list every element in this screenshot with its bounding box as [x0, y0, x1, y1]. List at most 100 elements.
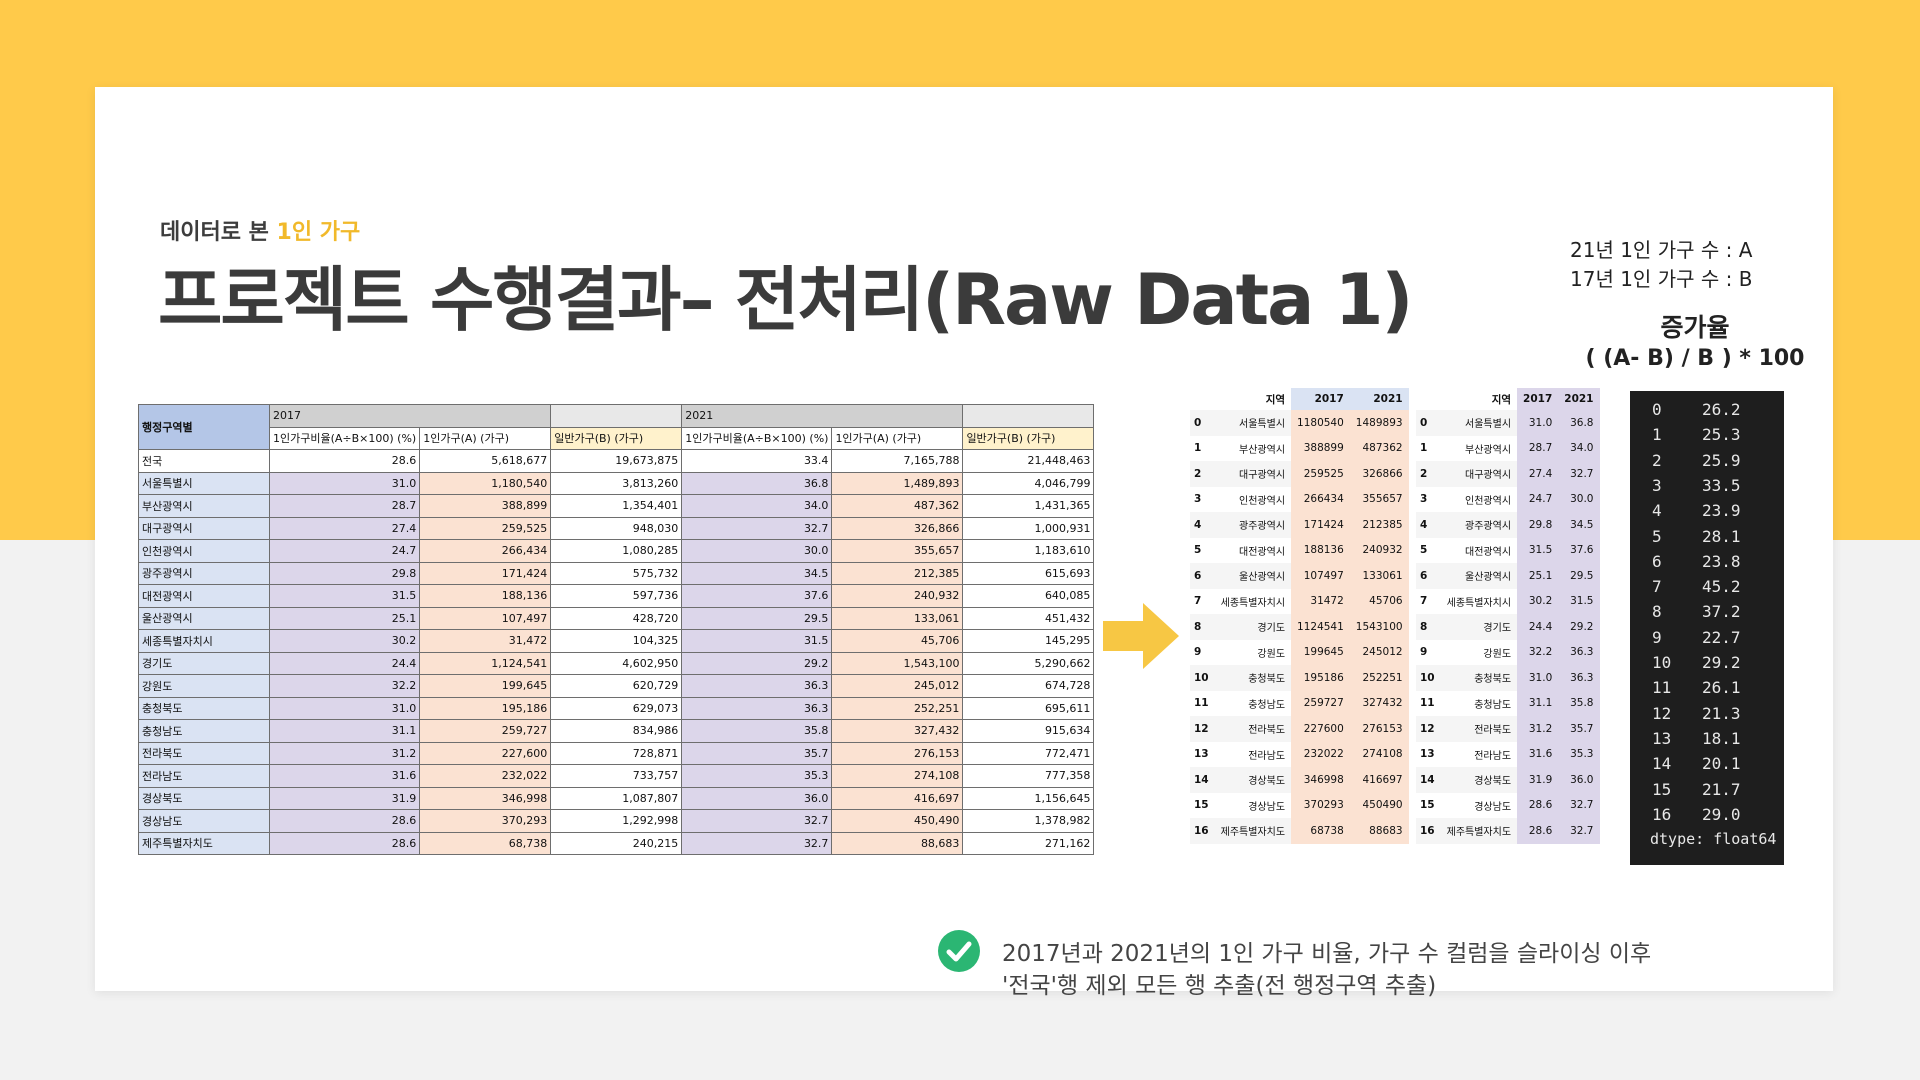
excel-row: 전라남도 31.6 232,022 733,757 35.3 274,108 777,358: [138, 764, 1095, 788]
series-row: 12 21.3: [1652, 704, 1741, 723]
series-index: 6: [1652, 551, 1662, 571]
excel-cell-general-2017: 948,030: [550, 516, 683, 540]
series-value: 45.2: [1702, 577, 1741, 597]
df-counts-cell-region: 전라북도: [1214, 716, 1292, 742]
df-counts-cell-region: 경기도: [1214, 614, 1292, 640]
growth-formula: 21년 1인 가구 수 : A 17년 1인 가구 수 : B 증가율 ( (A…: [1570, 236, 1820, 371]
excel-cell-general-2017: 728,871: [550, 741, 683, 765]
df-ratios-row: 9 강원도 32.2 36.3: [1416, 639, 1600, 665]
df-counts-cell-2017: 259525: [1291, 461, 1350, 487]
excel-cell-general-2021: 1,431,365: [962, 494, 1095, 518]
df-ratios-row: 3 인천광역시 24.7 30.0: [1416, 486, 1600, 512]
excel-cell-general-2021: 1,156,645: [962, 786, 1095, 810]
df-ratios-cell-region: 광주광역시: [1440, 512, 1518, 538]
df-ratios-cell-index: 16: [1416, 818, 1441, 844]
df-ratios-row: 15 경상남도 28.6 32.7: [1416, 792, 1600, 818]
excel-cell-ratio-2017: 31.0: [268, 471, 421, 495]
series-value: 18.1: [1702, 728, 1741, 748]
df-ratios-cell-index: 10: [1416, 665, 1441, 691]
excel-cell-single-2017: 259,525: [419, 516, 552, 540]
df-counts-cell-region: 울산광역시: [1214, 563, 1292, 589]
excel-cell-region: 경기도: [138, 651, 270, 675]
excel-cell-single-2021: 276,153: [831, 741, 964, 765]
df-ratios-cell-2017: 24.4: [1517, 614, 1559, 640]
excel-cell-single-2017: 388,899: [419, 494, 552, 518]
excel-cell-single-2021: 450,490: [831, 809, 964, 833]
df-counts-cell-2017: 266434: [1291, 486, 1350, 512]
excel-cell-ratio-2021: 32.7: [681, 809, 833, 833]
excel-header-year-2017: 2017: [268, 404, 552, 428]
df-ratios-cell-2021: 35.7: [1558, 716, 1600, 742]
df-ratios-cell-2017: 24.7: [1517, 486, 1559, 512]
excel-cell-general-2021: 1,183,610: [962, 539, 1095, 563]
df-ratios-cell-region: 대전광역시: [1465, 546, 1512, 558]
series-index: 3: [1652, 475, 1662, 495]
df-ratios-cell-region: 대구광역시: [1440, 461, 1518, 487]
df-ratios-row: 2 대구광역시 27.4 32.7: [1416, 461, 1600, 487]
excel-cell-region: 전국: [138, 449, 270, 473]
series-row: 8 37.2: [1652, 602, 1741, 621]
excel-cell-general-2021: 451,432: [962, 606, 1095, 630]
excel-cell-general-2017: 733,757: [550, 764, 683, 788]
excel-row: 서울특별시 31.0 1,180,540 3,813,260 36.8 1,489,893…: [138, 471, 1095, 495]
df-ratios-cell-2021: 36.3: [1558, 665, 1600, 691]
df-ratios-cell-2021: 35.3: [1558, 741, 1600, 767]
df-ratios-cell-2017: 30.2: [1517, 588, 1559, 614]
excel-cell-single-2021: 326,866: [831, 516, 964, 540]
excel-cell-single-2017: 346,998: [419, 786, 552, 810]
excel-cell-general-2021: 5,290,662: [962, 651, 1095, 675]
excel-cell-single-2017: 188,136: [419, 584, 552, 608]
df-counts-cell-2021: 274108: [1349, 741, 1409, 767]
df-counts-cell-2021: 450490: [1349, 792, 1409, 818]
df-ratios-cell-region: 경상남도: [1474, 801, 1512, 813]
excel-cell-region: 전라북도: [138, 741, 270, 765]
excel-cell-single-2017: 227,600: [419, 741, 552, 765]
excel-cell-ratio-2017: 28.6: [268, 449, 421, 473]
excel-row: 대구광역시 27.4 259,525 948,030 32.7 326,866 1,000,…: [138, 516, 1095, 540]
excel-cell-general-2017: 597,736: [550, 584, 683, 608]
series-value: 25.3: [1702, 425, 1741, 445]
df-ratios-cell-2017: 31.6: [1517, 741, 1559, 767]
right-arrow-icon: [1103, 603, 1179, 669]
excel-cell-single-2021: 274,108: [831, 764, 964, 788]
df-counts-row: 7 세종특별자치시 31472 45706: [1190, 588, 1409, 614]
df-counts-cell-2017: 1124541: [1291, 614, 1350, 640]
df-counts-header-region: 지역: [1265, 393, 1286, 406]
excel-cell-general-2017: 1,354,401: [550, 494, 683, 518]
excel-row: 충청남도 31.1 259,727 834,986 35.8 327,432 915,634: [138, 719, 1095, 743]
df-ratios-cell-2017: 31.0: [1517, 410, 1559, 436]
excel-cell-single-2017: 259,727: [419, 719, 552, 743]
df-counts-cell-2021: 88683: [1349, 818, 1409, 844]
excel-cell-single-2021: 240,932: [831, 584, 964, 608]
df-counts-cell-2021: 326866: [1349, 461, 1409, 487]
df-ratios-cell-region: 부산광역시: [1465, 444, 1512, 456]
excel-cell-general-2021: 1,000,931: [962, 516, 1095, 540]
df-ratios-cell-2021: 37.6: [1558, 537, 1600, 563]
excel-cell-single-2017: 107,497: [419, 606, 552, 630]
df-ratios-cell-2021: 32.7: [1558, 818, 1600, 844]
excel-cell-ratio-2021: 33.4: [681, 449, 833, 473]
df-counts-row: 13 전라남도 232022 274108: [1190, 741, 1409, 767]
df-ratios-cell-2017: 28.7: [1517, 435, 1559, 461]
excel-cell-general-2021: 772,471: [962, 741, 1095, 765]
df-ratios-cell-index: 11: [1420, 697, 1435, 710]
series-row: 7 45.2: [1652, 577, 1741, 596]
series-row: 5 28.1: [1652, 527, 1741, 546]
series-value: 26.1: [1702, 678, 1741, 698]
df-counts-row: 9 강원도 199645 245012: [1190, 639, 1409, 665]
df-counts-header-2021: 2021: [1349, 388, 1409, 410]
df-counts-cell-region: 경상북도: [1214, 767, 1292, 793]
growth-rate-series-output: 0 26.2 1 25.3 2 25.9 3 33.5 4 23.9 5 28.1 6 23.8 7 45.2…: [1630, 391, 1784, 865]
df-counts-cell-2021: 355657: [1349, 486, 1409, 512]
excel-cell-general-2017: 575,732: [550, 561, 683, 585]
excel-cell-general-2017: 1,080,285: [550, 539, 683, 563]
series-index: 14: [1652, 754, 1672, 774]
df-ratios-cell-region: 충청북도: [1440, 665, 1518, 691]
df-counts-cell-region: 광주광역시: [1214, 512, 1292, 538]
df-counts-cell-index: 14: [1190, 767, 1215, 793]
formula-line-a: 21년 1인 가구 수 : A: [1570, 238, 1753, 262]
series-value: 21.7: [1702, 779, 1741, 799]
df-counts-row: 8 경기도 1124541 1543100: [1190, 614, 1409, 640]
excel-cell-single-2021: 252,251: [831, 696, 964, 720]
df-ratios-cell-2021: 36.8: [1558, 410, 1600, 436]
